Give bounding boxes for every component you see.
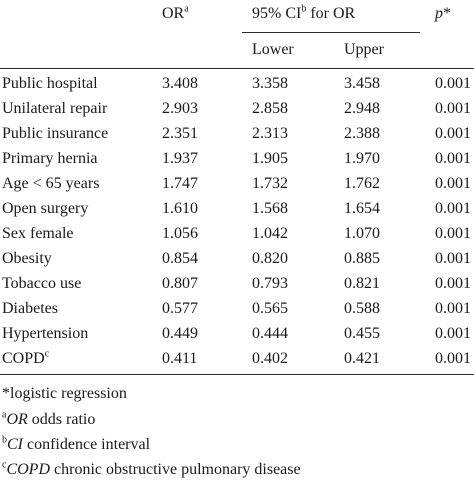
footnote: bCI confidence interval	[2, 434, 151, 453]
p-value-cell: 0.001	[435, 100, 471, 117]
p-value-cell: 0.001	[435, 225, 471, 242]
p-value-cell: 0.001	[435, 200, 471, 217]
ci-lower-cell: 1.568	[252, 200, 288, 217]
ci-upper-cell: 0.821	[344, 275, 380, 292]
ci-upper-cell: 1.070	[344, 225, 380, 242]
row-label: Hypertension	[2, 325, 89, 342]
footnote: aOR odds ratio	[2, 409, 96, 428]
ci-lower-cell: 1.905	[252, 150, 288, 167]
ci-lower-cell: 0.444	[252, 325, 288, 342]
odds-ratio-cell: 0.577	[162, 300, 198, 317]
odds-ratio-cell: 3.408	[162, 75, 198, 92]
ci-lower-cell: 3.358	[252, 75, 288, 92]
footnote: *logistic regression	[2, 385, 127, 402]
ci-upper-cell: 3.458	[344, 75, 380, 92]
row-label: Open surgery	[2, 200, 89, 217]
row-label: COPDc	[2, 348, 50, 367]
ci-lower-cell: 0.402	[252, 350, 288, 367]
p-value-cell: 0.001	[435, 350, 471, 367]
ci-header-rule	[242, 32, 420, 33]
p-value-cell: 0.001	[435, 300, 471, 317]
ci-column-header: 95% CIb for OR	[252, 3, 356, 22]
or-column-header: ORa	[162, 3, 189, 22]
p-value-cell: 0.001	[435, 325, 471, 342]
odds-ratio-cell: 2.903	[162, 100, 198, 117]
ci-upper-cell: 2.948	[344, 100, 380, 117]
ci-upper-cell: 1.762	[344, 175, 380, 192]
row-label: Public hospital	[2, 75, 98, 92]
p-value-cell: 0.001	[435, 75, 471, 92]
ci-upper-cell: 1.654	[344, 200, 380, 217]
row-label: Obesity	[2, 250, 52, 267]
ci-lower-cell: 2.313	[252, 125, 288, 142]
odds-ratio-cell: 2.351	[162, 125, 198, 142]
ci-lower-cell: 1.042	[252, 225, 288, 242]
lower-column-header: Lower	[252, 41, 294, 58]
p-value-cell: 0.001	[435, 250, 471, 267]
odds-ratio-cell: 0.411	[162, 350, 198, 367]
p-value-cell: 0.001	[435, 125, 471, 142]
ci-upper-cell: 2.388	[344, 125, 380, 142]
header-bottom-rule	[0, 68, 474, 69]
odds-ratio-cell: 1.610	[162, 200, 198, 217]
odds-ratio-cell: 0.854	[162, 250, 198, 267]
ci-lower-cell: 2.858	[252, 100, 288, 117]
odds-ratio-cell: 0.807	[162, 275, 198, 292]
row-label: Age < 65 years	[2, 175, 100, 192]
odds-ratio-cell: 0.449	[162, 325, 198, 342]
row-label: Diabetes	[2, 300, 58, 317]
p-value-cell: 0.001	[435, 175, 471, 192]
ci-lower-cell: 0.820	[252, 250, 288, 267]
ci-lower-cell: 0.793	[252, 275, 288, 292]
row-label: Unilateral repair	[2, 100, 108, 117]
row-label: Public insurance	[2, 125, 109, 142]
row-label: Tobacco use	[2, 275, 82, 292]
footnote: cCOPD chronic obstructive pulmonary dise…	[2, 459, 301, 478]
ci-lower-cell: 0.565	[252, 300, 288, 317]
row-label: Primary hernia	[2, 150, 98, 167]
ci-upper-cell: 0.421	[344, 350, 380, 367]
upper-column-header: Upper	[344, 41, 384, 58]
ci-upper-cell: 1.970	[344, 150, 380, 167]
odds-ratio-cell: 1.937	[162, 150, 198, 167]
ci-upper-cell: 0.885	[344, 250, 380, 267]
ci-upper-cell: 0.455	[344, 325, 380, 342]
p-column-header: p*	[435, 5, 451, 22]
table-bottom-rule	[0, 374, 474, 375]
odds-ratio-cell: 1.056	[162, 225, 198, 242]
row-label: Sex female	[2, 225, 74, 242]
p-value-cell: 0.001	[435, 150, 471, 167]
ci-upper-cell: 0.588	[344, 300, 380, 317]
odds-ratio-cell: 1.747	[162, 175, 198, 192]
ci-lower-cell: 1.732	[252, 175, 288, 192]
p-value-cell: 0.001	[435, 275, 471, 292]
